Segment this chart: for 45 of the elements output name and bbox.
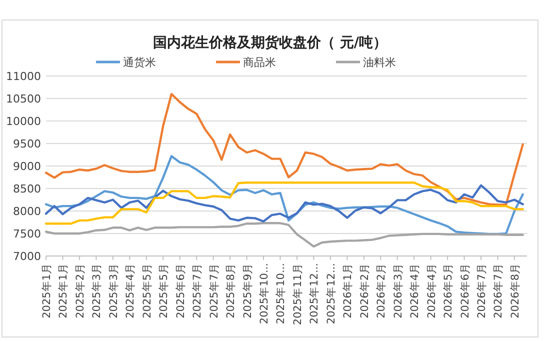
x-tick-label: 2025年3月	[91, 263, 104, 318]
x-tick-label: 2026年2月	[376, 263, 388, 318]
y-tick-label: 11000	[6, 70, 41, 83]
x-tick-label: 2026年2月	[358, 263, 371, 318]
x-tick-label: 2025年3月	[108, 263, 120, 318]
y-tick-label: 7500	[13, 228, 41, 240]
x-tick-label: 2025年10...	[275, 263, 288, 324]
x-tick-label: 2026年7月	[476, 263, 488, 318]
line-series	[44, 222, 524, 248]
x-tick-label: 2026年7月	[492, 263, 505, 318]
y-tick-label: 9500	[13, 138, 41, 150]
x-tick-label: 2026年8月	[509, 263, 522, 318]
x-tick-label: 2026年4月	[426, 263, 438, 318]
x-tick-label: 2026年6月	[459, 263, 472, 318]
x-tick-label: 2025年7月	[192, 263, 204, 318]
x-tick-label: 2025年12...	[308, 263, 321, 324]
x-tick-label: 2025年7月	[208, 263, 220, 318]
line-series	[44, 92, 524, 206]
x-tick-label: 2025年8月	[225, 263, 238, 318]
y-tick-label: 10500	[6, 92, 41, 106]
x-tick-label: 2026年3月	[392, 263, 404, 318]
y-tick-label: 10000	[6, 115, 41, 128]
x-tick-label: 2025年10...	[258, 263, 270, 324]
x-tick-label: 2025年5月	[141, 263, 154, 318]
y-tick-label: 8500	[13, 182, 41, 196]
y-tick-label: 8000	[13, 205, 41, 218]
legend-label: 通货米	[123, 56, 156, 69]
x-tick-label: 2025年11月	[292, 263, 304, 326]
x-tick-label: 2025年9月	[242, 263, 254, 318]
x-tick-label: 2025年5月	[158, 263, 170, 318]
x-tick-label: 2025年12...	[325, 263, 338, 324]
x-tick-label: 2025年6月	[174, 263, 187, 318]
x-tick-label: 2025年4月	[124, 263, 137, 318]
x-tick-label: 2025年2月	[74, 263, 86, 318]
x-tick-label: 2026年1月	[342, 263, 354, 318]
line-series	[44, 155, 524, 236]
x-tick-label: 2026年5月	[442, 263, 455, 318]
y-tick-label: 9000	[13, 160, 41, 173]
legend-label: 油料米	[363, 56, 396, 69]
x-tick-label: 2026年4月	[409, 263, 422, 318]
x-tick-label: 2025年1月	[41, 263, 53, 318]
legend-label: 商品米	[243, 56, 276, 69]
x-tick-label: 2025年1月	[58, 263, 70, 318]
y-tick-label: 7000	[13, 250, 41, 263]
chart-title: 国内花生价格及期货收盘价（ 元/吨）	[153, 35, 387, 51]
